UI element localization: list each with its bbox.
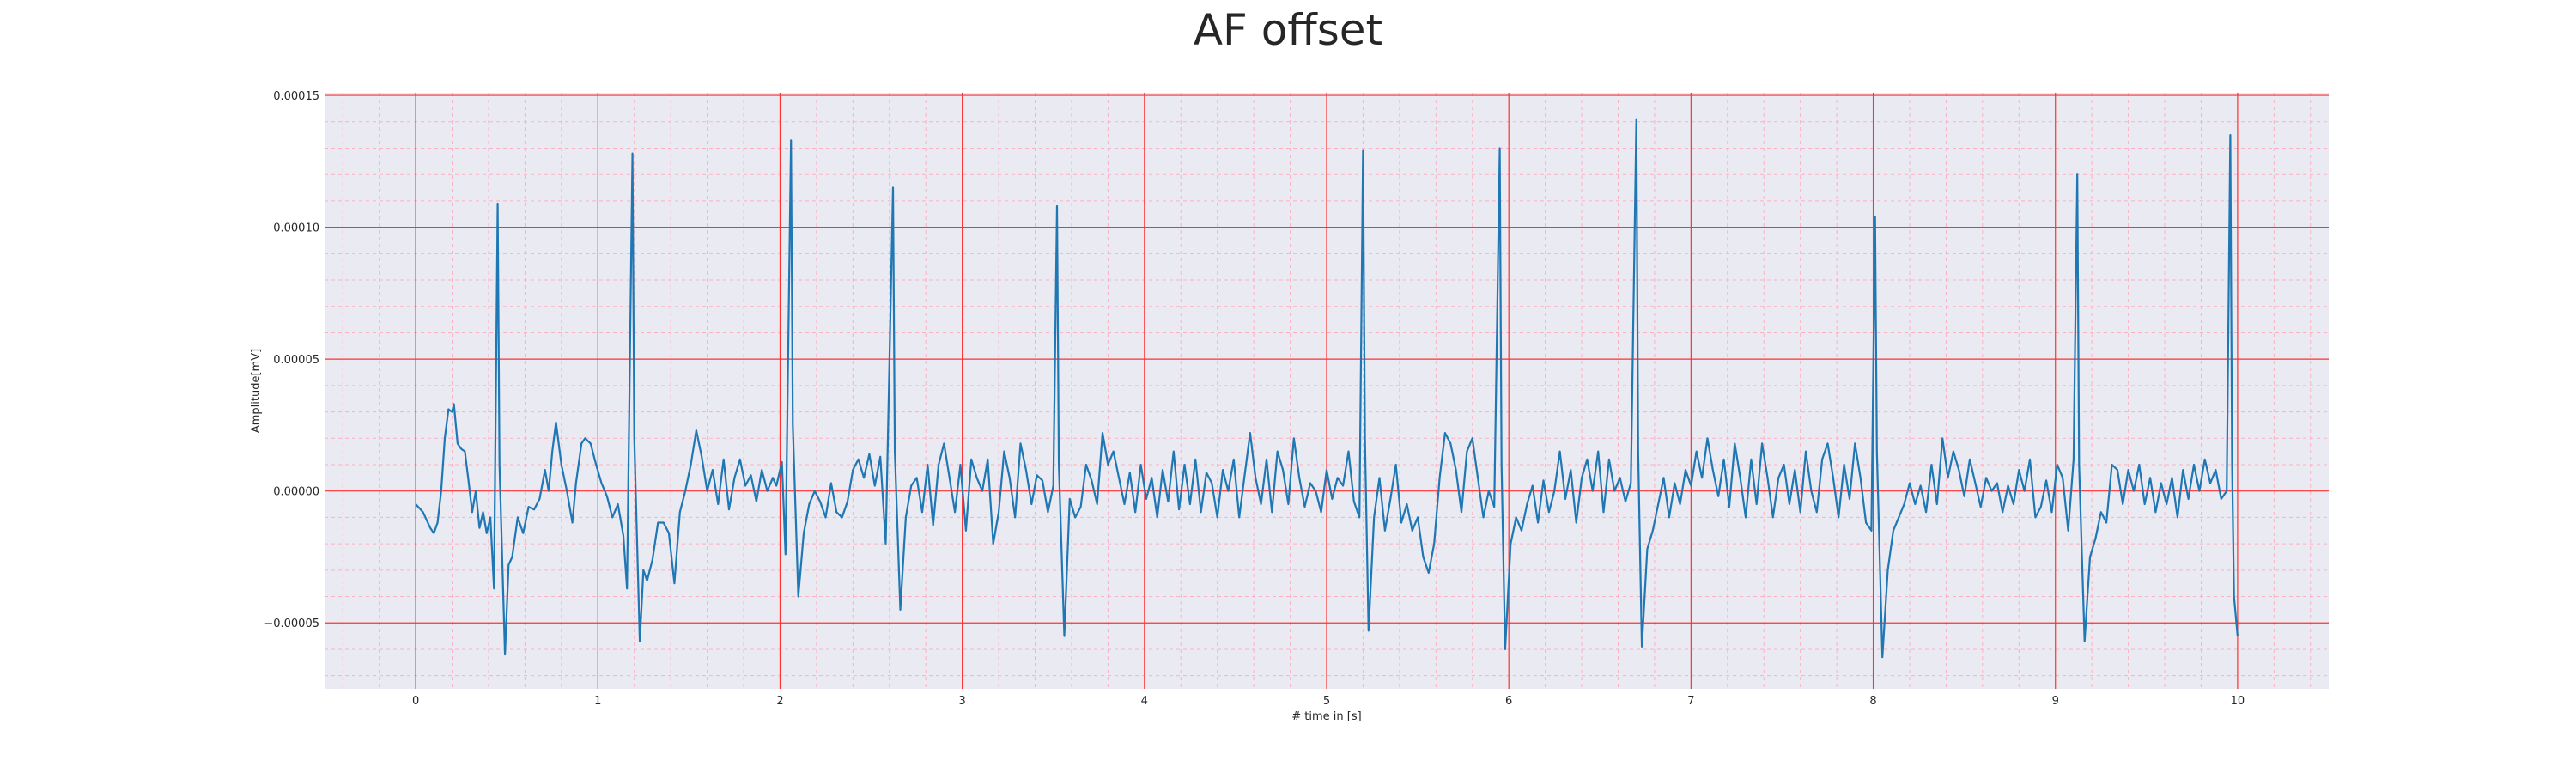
x-tick-label: 1 [594,695,601,708]
x-tick-label: 6 [1505,695,1512,708]
x-tick-label: 4 [1141,695,1148,708]
series-line [415,118,2239,659]
x-tick-label: 10 [2231,695,2245,708]
x-tick-label: 8 [1869,695,1876,708]
y-tick-label: 0.00000 [273,486,319,499]
x-tick-label: 0 [412,695,419,708]
major-grid [325,93,2329,689]
x-axis-ticks: 0 1 2 3 4 5 6 7 8 9 10 [412,695,2245,708]
x-tick-label: 2 [776,695,783,708]
y-tick-label: −0.00005 [264,618,319,630]
x-tick-label: 9 [2052,695,2059,708]
y-tick-label: 0.00015 [273,90,319,103]
y-tick-label: 0.00010 [273,222,319,235]
x-tick-label: 3 [958,695,965,708]
y-axis-label: Amplitude[mV] [250,349,263,433]
y-axis-ticks: −0.00005 0.00000 0.00005 0.00010 0.00015 [264,90,319,630]
x-tick-label: 5 [1323,695,1330,708]
x-axis-label: # time in [s] [1291,710,1361,723]
y-tick-label: 0.00005 [273,354,319,367]
chart-title: AF offset [1193,5,1383,55]
x-tick-label: 7 [1687,695,1694,708]
